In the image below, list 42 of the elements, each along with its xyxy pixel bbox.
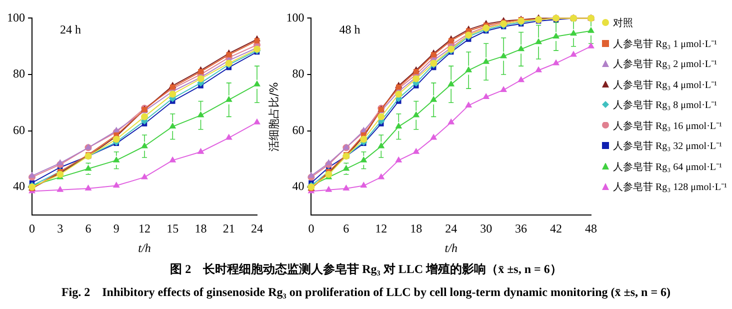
x-tick-label: 9 <box>113 222 120 236</box>
legend-label: 人参皂苷 Rg₃ 8 μmol·L⁻¹ <box>613 100 718 111</box>
chart-title: 24 h <box>60 22 81 36</box>
x-tick-label: 12 <box>138 222 150 236</box>
x-tick-label: 48 <box>585 222 597 236</box>
x-axis-title: t/h <box>444 240 458 255</box>
legend-label: 人参皂苷 Rg₃ 16 μmol·L⁻¹ <box>613 120 722 132</box>
x-tick-label: 18 <box>410 222 422 236</box>
x-tick-label: 0 <box>308 222 314 236</box>
x-tick-label: 3 <box>57 222 64 236</box>
legend-label: 人参皂苷 Rg₃ 32 μmol·L⁻¹ <box>613 141 722 152</box>
x-tick-label: 21 <box>222 222 235 236</box>
legend-label: 人参皂苷 Rg₃ 4 μmol·L⁻¹ <box>613 80 718 90</box>
y-tick-label: 40 <box>292 179 304 194</box>
caption: 图 2 长时程细胞动态监测人参皂苷 Rg₃ 对 LLC 增殖的影响（x̄ ±s, n = 6） <box>169 261 563 278</box>
x-tick-label: 6 <box>343 222 350 236</box>
y-axis-title: 活细胞占比/% <box>267 82 280 152</box>
x-axis-title: t/h <box>138 240 151 255</box>
legend-label: 人参皂苷 Rg₃ 64 μmol·L⁻¹ <box>613 162 722 172</box>
x-tick-label: 0 <box>29 222 35 236</box>
legend-label: 人参皂苷 Rg₃ 128 μmol·L⁻¹ <box>613 182 728 193</box>
x-tick-label: 30 <box>480 222 492 236</box>
y-tick-label: 80 <box>13 66 25 81</box>
chart-title: 48 h <box>339 22 360 36</box>
x-tick-label: 12 <box>375 222 388 236</box>
y-tick-label: 60 <box>13 122 25 137</box>
x-tick-label: 6 <box>85 222 92 236</box>
y-tick-label: 100 <box>286 10 304 24</box>
y-tick-label: 100 <box>7 10 25 24</box>
x-tick-label: 36 <box>515 222 528 236</box>
x-tick-label: 15 <box>166 222 179 236</box>
legend-label: 人参皂苷 Rg₃ 1 μmol·L⁻¹ <box>613 38 718 50</box>
y-tick-label: 60 <box>292 122 304 137</box>
x-tick-label: 18 <box>194 222 207 236</box>
legend-label: 人参皂苷 Rg₃ 2 μmol·L⁻¹ <box>613 59 718 70</box>
x-tick-label: 24 <box>251 222 263 236</box>
x-tick-label: 24 <box>445 222 458 236</box>
y-tick-label: 40 <box>13 179 25 194</box>
caption: Fig. 2 Inhibitory effects of ginsenoside Rg₃ on proliferation of LLC by cell long-term dynamic monitoring (x̄ ±s, n = 6) <box>60 284 672 301</box>
x-tick-label: 42 <box>550 222 562 236</box>
y-tick-label: 80 <box>292 66 304 81</box>
legend-label: 对照 <box>613 18 633 29</box>
